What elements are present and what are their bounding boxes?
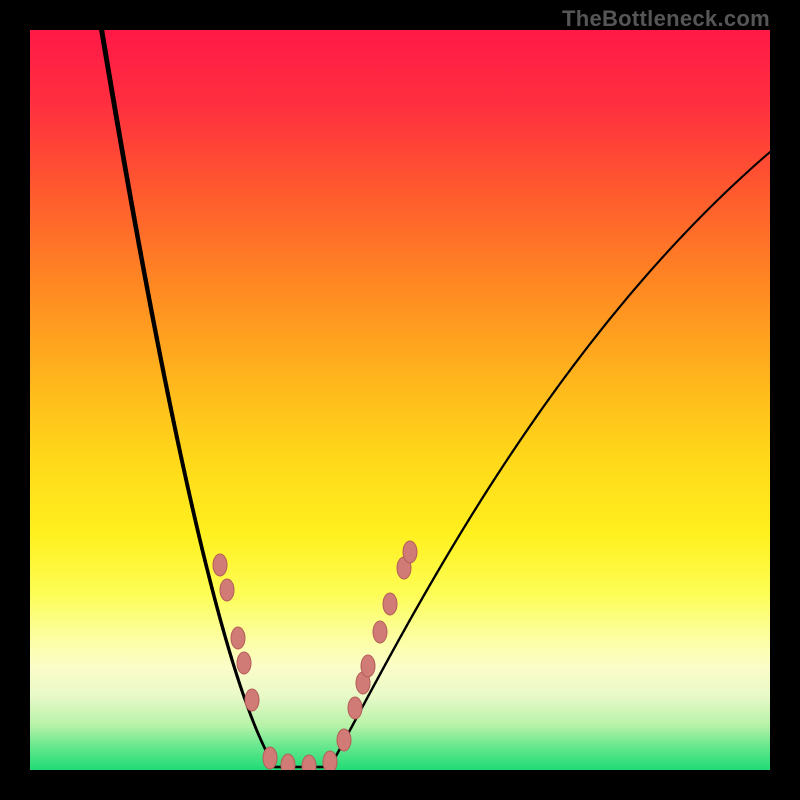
curve-marker	[220, 579, 234, 601]
curve-marker	[337, 729, 351, 751]
curve-marker	[245, 689, 259, 711]
watermark-text: TheBottleneck.com	[562, 6, 770, 32]
plot-area	[30, 30, 770, 770]
gradient-background	[30, 30, 770, 770]
curve-marker	[263, 747, 277, 769]
chart-frame: TheBottleneck.com	[0, 0, 800, 800]
curve-marker	[237, 652, 251, 674]
curve-marker	[348, 697, 362, 719]
curve-marker	[231, 627, 245, 649]
curve-marker	[361, 655, 375, 677]
plot-svg	[30, 30, 770, 770]
curve-marker	[403, 541, 417, 563]
curve-marker	[383, 593, 397, 615]
curve-marker	[213, 554, 227, 576]
curve-marker	[323, 751, 337, 770]
curve-marker	[373, 621, 387, 643]
curve-marker	[281, 754, 295, 770]
